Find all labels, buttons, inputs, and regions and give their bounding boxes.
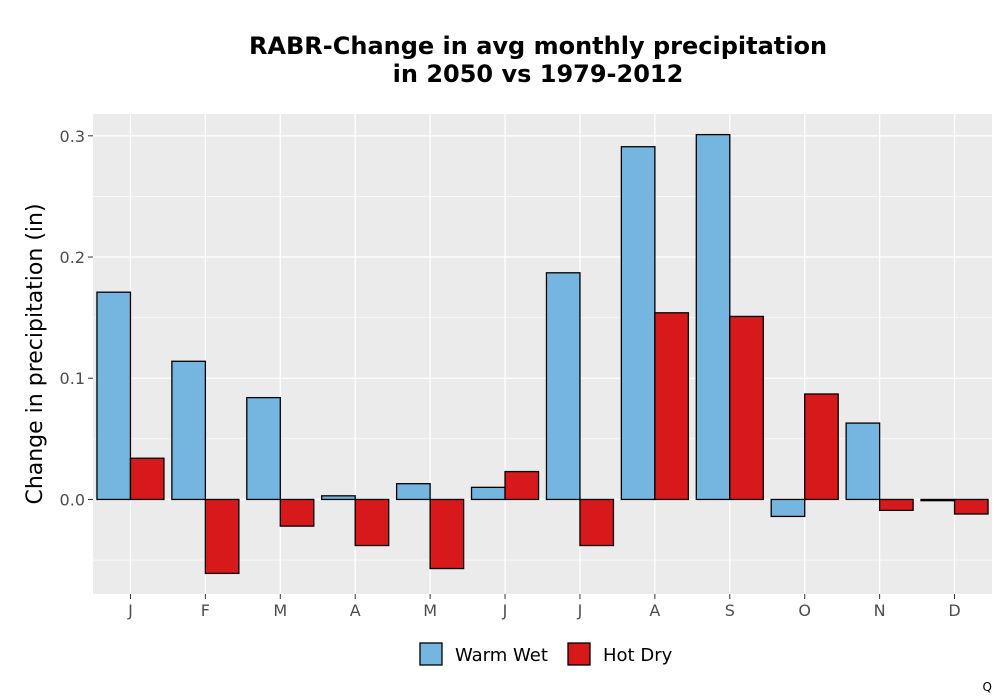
bar-hot-dry xyxy=(354,498,390,547)
chart-title-line-2: in 2050 vs 1979-2012 xyxy=(392,60,684,88)
bar-warm-wet xyxy=(845,422,881,501)
bar-hot-dry xyxy=(953,498,989,515)
legend-label-warm-wet: Warm Wet xyxy=(455,645,548,666)
x-tick-label: O xyxy=(798,601,811,620)
bar-hot-dry xyxy=(878,498,914,512)
bar-hot-dry xyxy=(804,393,839,501)
x-tick-label: D xyxy=(948,601,960,620)
x-tick-label: F xyxy=(201,601,210,620)
bar-warm-wet xyxy=(171,360,207,501)
bar-warm-wet xyxy=(920,498,956,502)
legend-label-hot-dry: Hot Dry xyxy=(603,645,673,666)
bar-hot-dry xyxy=(429,498,465,570)
bar-warm-wet xyxy=(246,396,281,501)
bar-hot-dry xyxy=(504,470,540,501)
bar-hot-dry xyxy=(204,498,240,575)
bar-hot-dry xyxy=(654,312,690,501)
y-tick-label: 0.3 xyxy=(60,127,85,146)
x-tick-label: J xyxy=(502,601,508,620)
y-tick-label: 0.0 xyxy=(60,490,85,509)
bar-warm-wet xyxy=(770,498,806,518)
bar-hot-dry xyxy=(279,498,315,527)
y-tick-label: 0.2 xyxy=(60,248,85,267)
bar-warm-wet xyxy=(620,146,656,501)
y-axis-title: Change in precipitation (in) xyxy=(23,203,48,504)
bar-hot-dry xyxy=(579,498,615,547)
x-tick-label: N xyxy=(874,601,886,620)
x-tick-label: J xyxy=(127,601,133,620)
bar-warm-wet xyxy=(321,495,356,501)
y-tick-label: 0.1 xyxy=(60,369,85,388)
plot-panel xyxy=(93,114,992,594)
bar-warm-wet xyxy=(695,133,731,501)
bar-hot-dry xyxy=(129,457,165,501)
bar-warm-wet xyxy=(545,272,581,501)
bar-hot-dry xyxy=(729,315,764,501)
x-tick-label: M xyxy=(423,601,437,620)
x-tick-label: A xyxy=(350,601,361,620)
x-tick-label: J xyxy=(577,601,583,620)
x-tick-label: M xyxy=(273,601,287,620)
legend-swatch-warm-wet xyxy=(419,642,443,666)
legend-swatch-hot-dry xyxy=(567,642,591,666)
bar-warm-wet xyxy=(470,486,506,501)
x-tick-label: S xyxy=(725,601,735,620)
chart-title-line-1: RABR-Change in avg monthly precipitation xyxy=(248,32,828,60)
x-tick-label: A xyxy=(649,601,660,620)
corner-mark: Q xyxy=(982,680,992,694)
bar-warm-wet xyxy=(395,483,431,501)
bar-warm-wet xyxy=(96,291,132,501)
